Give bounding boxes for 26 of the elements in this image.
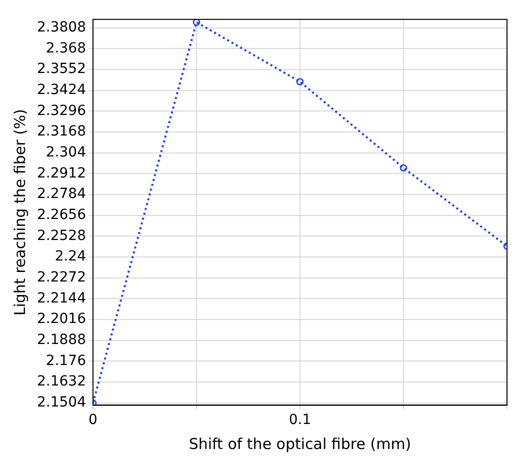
y-tick-label: 2.2784 [36,186,86,202]
y-tick-label: 2.368 [46,40,86,56]
x-tick-label: 0 [88,412,98,428]
y-tick-label: 2.2528 [36,228,86,244]
y-tick-label: 2.3552 [36,61,86,78]
y-tick-label: 2.2912 [36,165,86,182]
x-tick-label: 0.1 [288,412,312,428]
y-tick-label: 2.304 [46,144,86,161]
y-tick-label: 2.2272 [36,270,86,286]
y-tick-label: 2.24 [54,248,86,265]
y-tick-label: 2.2016 [36,311,86,328]
y-axis-title: Light reaching the fiber (%) [10,108,29,316]
y-tick-label: 2.1632 [36,374,86,390]
point [192,19,200,26]
y-tick-label: 2.3808 [36,20,86,36]
y-tick-label: 2.1888 [36,332,86,348]
y-tick-label: 2.3296 [36,102,86,119]
y-tick-label: 2.2144 [36,290,86,306]
y-tick-label: 2.3168 [36,124,86,140]
point [400,164,408,172]
point [296,78,304,86]
y-tick-label: 2.1504 [36,394,86,411]
y-tick-label: 2.3424 [36,82,86,98]
x-axis-title: Shift of the optical fibre (mm) [188,434,412,453]
y-tick-label: 2.176 [46,352,86,369]
y-tick-label: 2.2656 [36,207,86,224]
